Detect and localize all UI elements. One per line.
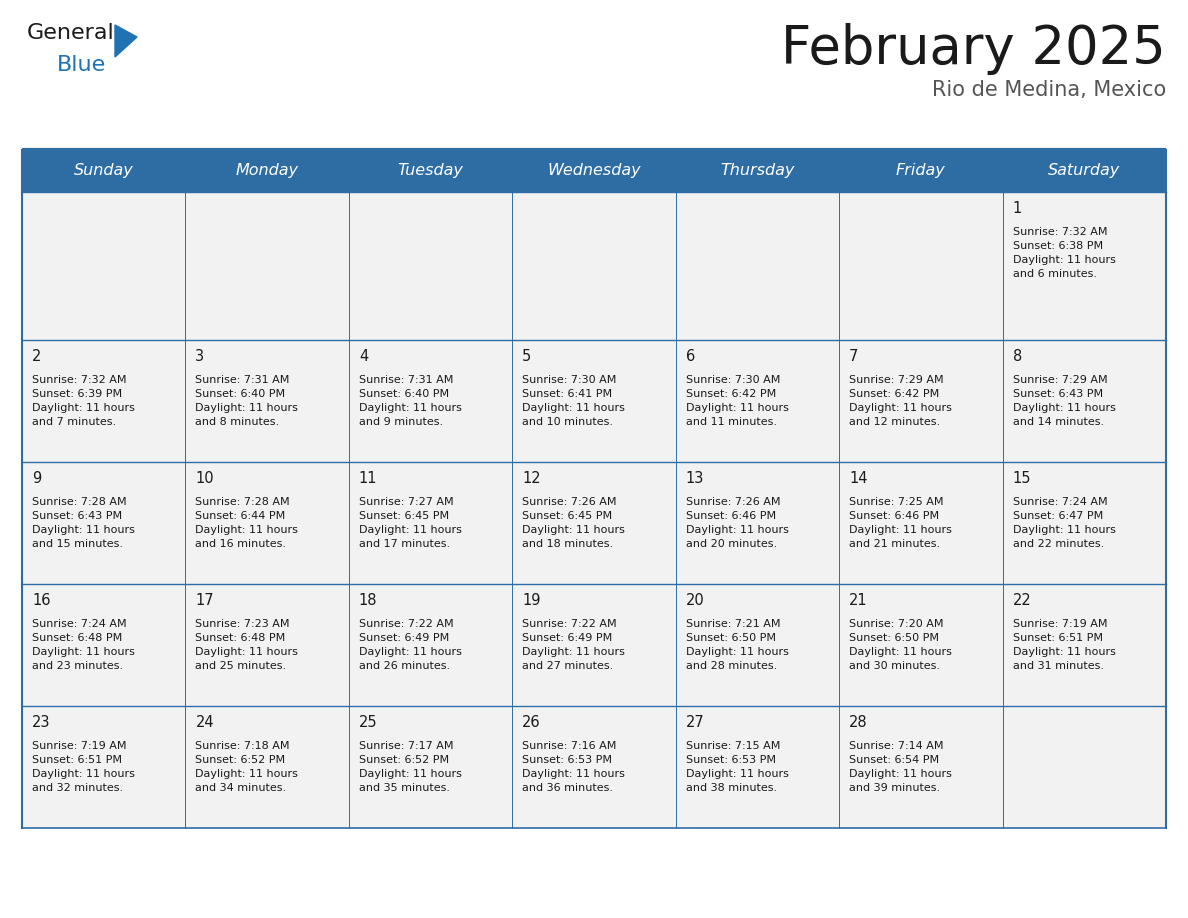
Text: 24: 24 [196,715,214,730]
Bar [23,340,1165,462]
Text: 20: 20 [685,593,704,608]
Text: Friday: Friday [896,163,946,178]
Text: 25: 25 [359,715,378,730]
Text: Tuesday: Tuesday [398,163,463,178]
Text: Sunrise: 7:30 AM
Sunset: 6:41 PM
Daylight: 11 hours
and 10 minutes.: Sunrise: 7:30 AM Sunset: 6:41 PM Dayligh… [523,375,625,427]
Text: 22: 22 [1012,593,1031,608]
Bar [23,706,1165,828]
Text: Sunrise: 7:29 AM
Sunset: 6:43 PM
Daylight: 11 hours
and 14 minutes.: Sunrise: 7:29 AM Sunset: 6:43 PM Dayligh… [1012,375,1116,427]
Bar [23,192,1165,340]
Text: Sunrise: 7:31 AM
Sunset: 6:40 PM
Daylight: 11 hours
and 8 minutes.: Sunrise: 7:31 AM Sunset: 6:40 PM Dayligh… [196,375,298,427]
Text: 8: 8 [1012,349,1022,364]
Text: Sunrise: 7:23 AM
Sunset: 6:48 PM
Daylight: 11 hours
and 25 minutes.: Sunrise: 7:23 AM Sunset: 6:48 PM Dayligh… [196,619,298,671]
Text: Sunrise: 7:26 AM
Sunset: 6:45 PM
Daylight: 11 hours
and 18 minutes.: Sunrise: 7:26 AM Sunset: 6:45 PM Dayligh… [523,497,625,549]
Text: 16: 16 [32,593,51,608]
Text: Saturday: Saturday [1048,163,1120,178]
Text: Thursday: Thursday [720,163,795,178]
Text: 27: 27 [685,715,704,730]
Text: 2: 2 [32,349,42,364]
Text: Sunrise: 7:17 AM
Sunset: 6:52 PM
Daylight: 11 hours
and 35 minutes.: Sunrise: 7:17 AM Sunset: 6:52 PM Dayligh… [359,741,462,793]
Text: Monday: Monday [235,163,298,178]
Text: 1: 1 [1012,201,1022,216]
Text: 9: 9 [32,471,42,486]
Text: 26: 26 [523,715,541,730]
Text: Sunrise: 7:22 AM
Sunset: 6:49 PM
Daylight: 11 hours
and 26 minutes.: Sunrise: 7:22 AM Sunset: 6:49 PM Dayligh… [359,619,462,671]
Text: Sunrise: 7:19 AM
Sunset: 6:51 PM
Daylight: 11 hours
and 31 minutes.: Sunrise: 7:19 AM Sunset: 6:51 PM Dayligh… [1012,619,1116,671]
Text: 15: 15 [1012,471,1031,486]
Text: Sunrise: 7:20 AM
Sunset: 6:50 PM
Daylight: 11 hours
and 30 minutes.: Sunrise: 7:20 AM Sunset: 6:50 PM Dayligh… [849,619,952,671]
Text: 21: 21 [849,593,867,608]
Text: Sunrise: 7:19 AM
Sunset: 6:51 PM
Daylight: 11 hours
and 32 minutes.: Sunrise: 7:19 AM Sunset: 6:51 PM Dayligh… [32,741,135,793]
Text: Sunrise: 7:30 AM
Sunset: 6:42 PM
Daylight: 11 hours
and 11 minutes.: Sunrise: 7:30 AM Sunset: 6:42 PM Dayligh… [685,375,789,427]
Text: Sunrise: 7:25 AM
Sunset: 6:46 PM
Daylight: 11 hours
and 21 minutes.: Sunrise: 7:25 AM Sunset: 6:46 PM Dayligh… [849,497,952,549]
Text: General: General [27,23,115,43]
Bar [23,584,1165,706]
Text: 12: 12 [523,471,541,486]
Text: Sunrise: 7:31 AM
Sunset: 6:40 PM
Daylight: 11 hours
and 9 minutes.: Sunrise: 7:31 AM Sunset: 6:40 PM Dayligh… [359,375,462,427]
Text: 18: 18 [359,593,378,608]
Text: 3: 3 [196,349,204,364]
Text: 5: 5 [523,349,531,364]
Text: 10: 10 [196,471,214,486]
Text: Blue: Blue [57,55,106,75]
Text: 19: 19 [523,593,541,608]
Bar [23,462,1165,584]
Text: Wednesday: Wednesday [548,163,640,178]
Text: Rio de Medina, Mexico: Rio de Medina, Mexico [931,80,1165,100]
Text: Sunrise: 7:29 AM
Sunset: 6:42 PM
Daylight: 11 hours
and 12 minutes.: Sunrise: 7:29 AM Sunset: 6:42 PM Dayligh… [849,375,952,427]
Text: 28: 28 [849,715,867,730]
Text: 7: 7 [849,349,859,364]
Text: 14: 14 [849,471,867,486]
Text: Sunrise: 7:28 AM
Sunset: 6:43 PM
Daylight: 11 hours
and 15 minutes.: Sunrise: 7:28 AM Sunset: 6:43 PM Dayligh… [32,497,135,549]
Text: Sunday: Sunday [74,163,133,178]
Bar [23,150,1165,192]
Text: Sunrise: 7:18 AM
Sunset: 6:52 PM
Daylight: 11 hours
and 34 minutes.: Sunrise: 7:18 AM Sunset: 6:52 PM Dayligh… [196,741,298,793]
Text: Sunrise: 7:24 AM
Sunset: 6:48 PM
Daylight: 11 hours
and 23 minutes.: Sunrise: 7:24 AM Sunset: 6:48 PM Dayligh… [32,619,135,671]
Text: Sunrise: 7:32 AM
Sunset: 6:39 PM
Daylight: 11 hours
and 7 minutes.: Sunrise: 7:32 AM Sunset: 6:39 PM Dayligh… [32,375,135,427]
Text: Sunrise: 7:32 AM
Sunset: 6:38 PM
Daylight: 11 hours
and 6 minutes.: Sunrise: 7:32 AM Sunset: 6:38 PM Dayligh… [1012,227,1116,279]
Text: Sunrise: 7:21 AM
Sunset: 6:50 PM
Daylight: 11 hours
and 28 minutes.: Sunrise: 7:21 AM Sunset: 6:50 PM Dayligh… [685,619,789,671]
Text: Sunrise: 7:14 AM
Sunset: 6:54 PM
Daylight: 11 hours
and 39 minutes.: Sunrise: 7:14 AM Sunset: 6:54 PM Dayligh… [849,741,952,793]
Text: Sunrise: 7:22 AM
Sunset: 6:49 PM
Daylight: 11 hours
and 27 minutes.: Sunrise: 7:22 AM Sunset: 6:49 PM Dayligh… [523,619,625,671]
Text: 17: 17 [196,593,214,608]
Text: Sunrise: 7:16 AM
Sunset: 6:53 PM
Daylight: 11 hours
and 36 minutes.: Sunrise: 7:16 AM Sunset: 6:53 PM Dayligh… [523,741,625,793]
Text: 6: 6 [685,349,695,364]
Text: 13: 13 [685,471,704,486]
Text: 4: 4 [359,349,368,364]
Text: February 2025: February 2025 [782,23,1165,75]
Text: Sunrise: 7:28 AM
Sunset: 6:44 PM
Daylight: 11 hours
and 16 minutes.: Sunrise: 7:28 AM Sunset: 6:44 PM Dayligh… [196,497,298,549]
Text: Sunrise: 7:24 AM
Sunset: 6:47 PM
Daylight: 11 hours
and 22 minutes.: Sunrise: 7:24 AM Sunset: 6:47 PM Dayligh… [1012,497,1116,549]
Text: Sunrise: 7:26 AM
Sunset: 6:46 PM
Daylight: 11 hours
and 20 minutes.: Sunrise: 7:26 AM Sunset: 6:46 PM Dayligh… [685,497,789,549]
Text: 23: 23 [32,715,51,730]
Text: Sunrise: 7:27 AM
Sunset: 6:45 PM
Daylight: 11 hours
and 17 minutes.: Sunrise: 7:27 AM Sunset: 6:45 PM Dayligh… [359,497,462,549]
Text: Sunrise: 7:15 AM
Sunset: 6:53 PM
Daylight: 11 hours
and 38 minutes.: Sunrise: 7:15 AM Sunset: 6:53 PM Dayligh… [685,741,789,793]
Polygon shape [115,25,137,57]
Text: 11: 11 [359,471,378,486]
